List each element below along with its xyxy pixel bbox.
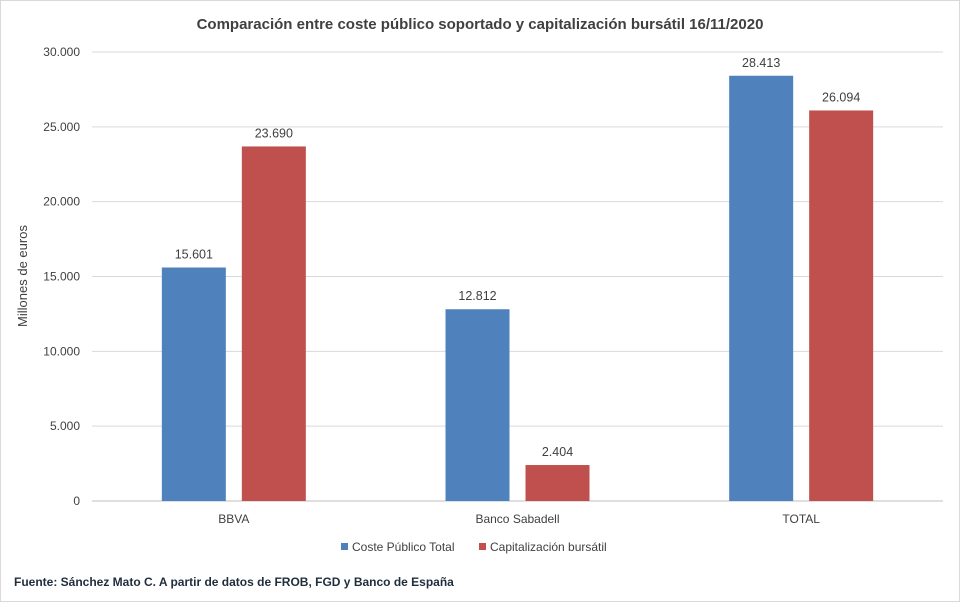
bar-total-series-1 xyxy=(729,75,794,501)
legend: Coste Público Total Capitalización bursát… xyxy=(341,540,607,554)
y-axis-title: Millones de euros xyxy=(15,225,30,327)
legend-label: Capitalización bursátil xyxy=(490,540,607,554)
bar-bbva-series-1 xyxy=(161,267,226,501)
y-tick-label: 30.000 xyxy=(43,45,80,59)
legend-swatch xyxy=(341,543,348,550)
bars xyxy=(161,75,874,501)
bar-banco-sabadell-series-2 xyxy=(525,465,590,501)
data-labels: 15.601 23.690 12.812 2.404 28.413 26.094 xyxy=(175,56,861,459)
bar-banco-sabadell-series-1 xyxy=(445,309,510,501)
data-label: 12.812 xyxy=(458,289,496,303)
y-axis-ticks: 0 5.000 10.000 15.000 20.000 25.000 30.000 xyxy=(43,45,80,508)
y-tick-label: 0 xyxy=(73,494,80,508)
y-tick-label: 5.000 xyxy=(50,419,80,433)
data-label: 2.404 xyxy=(542,445,573,459)
y-tick-label: 25.000 xyxy=(43,120,80,134)
data-label: 15.601 xyxy=(175,248,213,262)
data-label: 28.413 xyxy=(742,56,780,70)
source-note: Fuente: Sánchez Mato C. A partir de dato… xyxy=(14,575,454,589)
y-tick-label: 10.000 xyxy=(43,344,80,358)
legend-label: Coste Público Total xyxy=(352,540,455,554)
data-label: 23.690 xyxy=(255,126,293,140)
x-axis-categories: BBVA Banco Sabadell TOTAL xyxy=(218,512,820,526)
x-category-label: Banco Sabadell xyxy=(475,512,559,526)
bar-total-series-2 xyxy=(809,110,874,501)
bar-bbva-series-2 xyxy=(241,146,306,501)
data-label: 26.094 xyxy=(822,90,860,104)
x-category-label: TOTAL xyxy=(782,512,820,526)
y-tick-label: 15.000 xyxy=(43,270,80,284)
legend-swatch xyxy=(479,543,486,550)
x-category-label: BBVA xyxy=(218,512,249,526)
chart-title: Comparación entre coste público soportad… xyxy=(197,16,764,33)
y-tick-label: 20.000 xyxy=(43,195,80,209)
gridlines xyxy=(92,51,943,502)
